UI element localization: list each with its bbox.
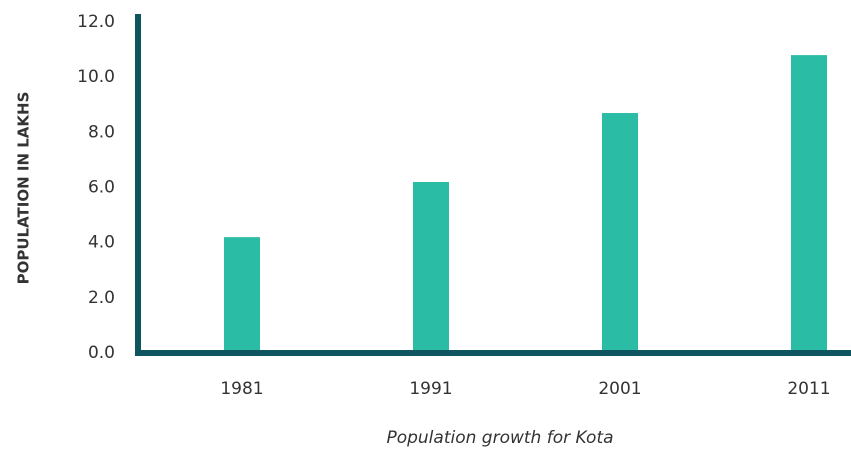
- bar: [224, 237, 260, 353]
- bar: [413, 181, 449, 353]
- y-tick-label: 4.0: [88, 233, 115, 253]
- x-tick-label: 1991: [409, 379, 452, 399]
- x-tick-label: 2011: [787, 379, 830, 399]
- y-tick-label: 6.0: [88, 178, 115, 198]
- y-tick-label: 0.0: [88, 343, 115, 363]
- y-tick-label: 8.0: [88, 122, 115, 142]
- bar: [791, 55, 827, 353]
- y-tick-label: 2.0: [88, 288, 115, 308]
- x-tick-label: 1981: [220, 379, 263, 399]
- x-tick-label: 2001: [598, 379, 641, 399]
- bar: [602, 113, 638, 354]
- y-axis-title: POPULATION IN LAKHS: [15, 92, 33, 285]
- y-tick-label: 10.0: [77, 67, 115, 87]
- y-tick-label: 12.0: [77, 12, 115, 32]
- x-axis-title: Population growth for Kota: [386, 428, 613, 448]
